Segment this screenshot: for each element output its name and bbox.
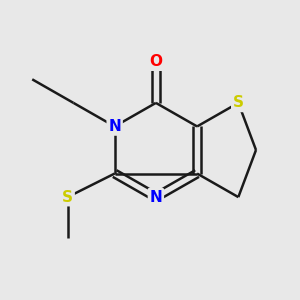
Text: N: N bbox=[149, 190, 162, 205]
Text: S: S bbox=[233, 95, 244, 110]
Text: O: O bbox=[149, 54, 162, 69]
Text: N: N bbox=[108, 119, 121, 134]
Text: S: S bbox=[62, 190, 73, 205]
